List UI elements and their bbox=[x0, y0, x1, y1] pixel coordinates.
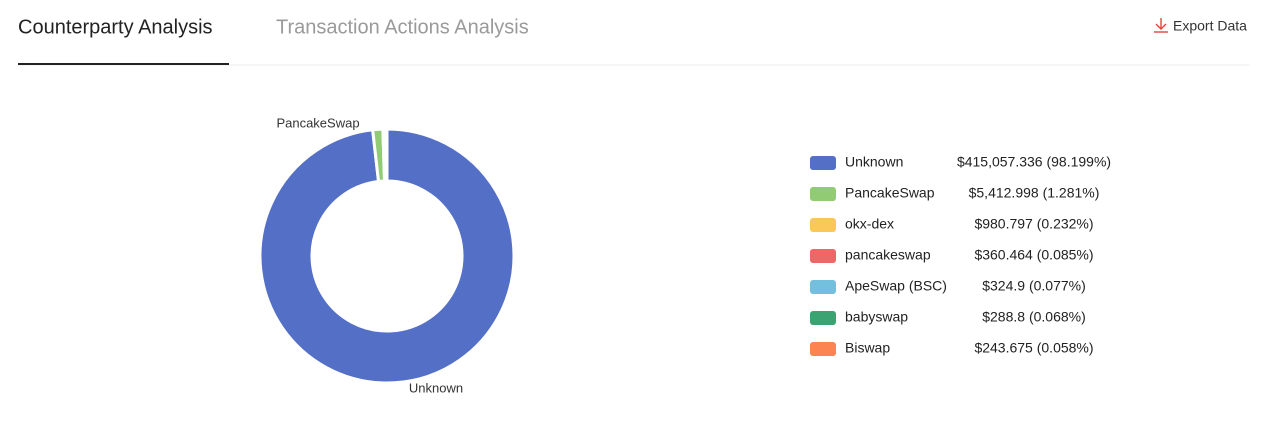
slice-label: Unknown bbox=[409, 380, 463, 395]
tab-transaction-actions[interactable]: Transaction Actions Analysis bbox=[276, 16, 529, 38]
tab-counterparty[interactable]: Counterparty Analysis bbox=[18, 16, 213, 38]
legend: Unknown $415,057.336 (98.199%) PancakeSwap… bbox=[810, 154, 1111, 356]
legend-swatch bbox=[810, 249, 836, 263]
export-icon[interactable] bbox=[1154, 18, 1168, 33]
pie-slice bbox=[258, 127, 516, 385]
legend-value: $415,057.336 (98.199%) bbox=[957, 154, 1111, 170]
slice-label: PancakeSwap bbox=[276, 115, 359, 130]
tab-underline bbox=[18, 63, 229, 65]
legend-swatch bbox=[810, 342, 836, 356]
legend-name: babyswap bbox=[845, 309, 908, 325]
legend-swatch bbox=[810, 218, 836, 232]
legend-swatch bbox=[810, 156, 836, 170]
legend-swatch bbox=[810, 187, 836, 201]
legend-value: $243.675 (0.058%) bbox=[974, 340, 1093, 356]
legend-name: okx-dex bbox=[845, 216, 894, 232]
donut-chart: PancakeSwap Unknown bbox=[258, 115, 516, 395]
legend-value: $324.9 (0.077%) bbox=[982, 278, 1086, 294]
legend-value: $360.464 (0.085%) bbox=[974, 247, 1093, 263]
legend-name: Biswap bbox=[845, 340, 890, 356]
legend-swatch bbox=[810, 311, 836, 325]
legend-value: $5,412.998 (1.281%) bbox=[969, 185, 1100, 201]
legend-value: $288.8 (0.068%) bbox=[982, 309, 1086, 325]
legend-name: Unknown bbox=[845, 154, 903, 170]
legend-name: pancakeswap bbox=[845, 247, 931, 263]
legend-name: ApeSwap (BSC) bbox=[845, 278, 947, 294]
legend-name: PancakeSwap bbox=[845, 185, 935, 201]
legend-swatch bbox=[810, 280, 836, 294]
legend-value: $980.797 (0.232%) bbox=[974, 216, 1093, 232]
export-data-button[interactable]: Export Data bbox=[1173, 18, 1247, 34]
